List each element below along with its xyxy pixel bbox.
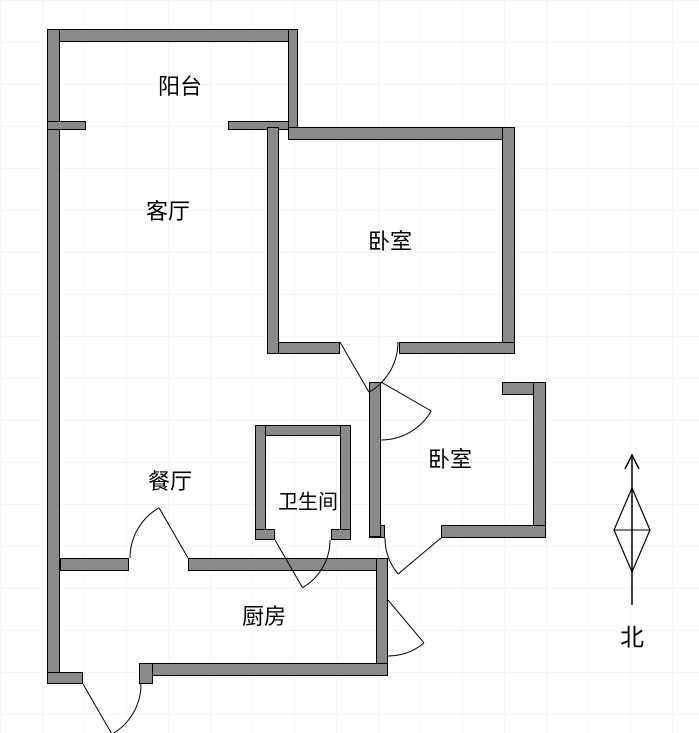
door-entry-door	[83, 684, 141, 733]
doors-layer	[0, 0, 699, 733]
door-bedroom2-door	[381, 382, 431, 440]
door-kitchen-door	[130, 508, 188, 558]
door-kitchen-window	[388, 600, 424, 656]
label-bedroom1: 卧室	[368, 224, 412, 256]
label-dining: 餐厅	[148, 464, 192, 496]
label-balcony: 阳台	[158, 69, 202, 101]
label-bathroom: 卫生间	[278, 486, 338, 515]
label-north: 北	[620, 618, 644, 653]
door-bedroom1-door	[340, 342, 398, 392]
floorplan-canvas: 阳台 客厅 卧室 餐厅 卫生间 卧室 厨房 北	[0, 0, 699, 733]
door-bedroom2-window	[385, 538, 441, 574]
compass-icon	[604, 450, 660, 610]
door-bathroom-door	[275, 540, 330, 588]
label-kitchen: 厨房	[242, 599, 286, 631]
label-bedroom2: 卧室	[428, 442, 472, 474]
label-living: 客厅	[146, 194, 190, 226]
